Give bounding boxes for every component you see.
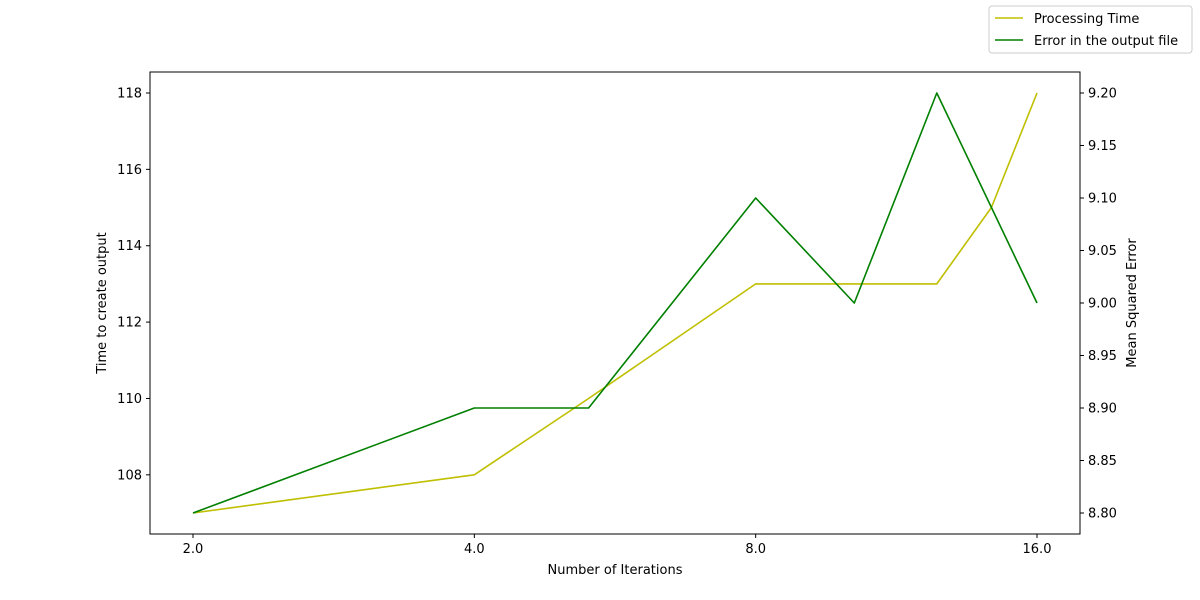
legend-box: [988, 5, 1193, 54]
x-axis-label: Number of Iterations: [548, 563, 683, 578]
right-y-tick-label: 8.95: [1088, 349, 1117, 364]
right-y-tick-label: 8.90: [1088, 402, 1117, 417]
right-y-tick-label: 9.10: [1088, 192, 1117, 207]
right-y-tick-label: 9.00: [1088, 297, 1117, 312]
right-y-tick-label: 9.20: [1088, 87, 1117, 102]
left-y-tick-label: 116: [117, 163, 142, 178]
right-y-tick-label: 8.80: [1088, 507, 1117, 522]
series-layer: [192, 92, 1038, 514]
left-y-axis: 108 110 112 114 116 118: [117, 87, 150, 483]
x-tick-label: 16.0: [1023, 542, 1052, 557]
legend-label-error-in-output-file: Error in the output file: [1034, 34, 1178, 49]
legend-label-processing-time: Processing Time: [1034, 12, 1139, 27]
plot-area: [149, 71, 1081, 535]
right-y-tick-label: 8.85: [1088, 454, 1117, 469]
right-y-axis: 8.80 8.85 8.90 8.95 9.00 9.05 9.10 9.15 9.20: [1080, 87, 1117, 522]
x-tick-label: 8.0: [745, 542, 766, 557]
left-y-axis-label: Time to create output: [95, 232, 110, 374]
left-y-tick-label: 118: [117, 87, 142, 102]
left-y-tick-label: 114: [117, 239, 142, 254]
left-y-tick-label: 108: [117, 468, 142, 483]
error-in-output-file-line: [192, 92, 1038, 514]
x-axis: 2.0 4.0 8.0 16.0: [183, 534, 1052, 557]
left-y-tick-label: 110: [117, 392, 142, 407]
left-y-tick-label: 112: [117, 316, 142, 331]
x-tick-label: 4.0: [464, 542, 485, 557]
right-y-tick-label: 9.15: [1088, 139, 1117, 154]
right-y-axis-label: Mean Squared Error: [1125, 238, 1140, 368]
legend: Processing Time Error in the output file: [988, 5, 1193, 54]
right-y-tick-label: 9.05: [1088, 244, 1117, 259]
x-tick-label: 2.0: [183, 542, 204, 557]
